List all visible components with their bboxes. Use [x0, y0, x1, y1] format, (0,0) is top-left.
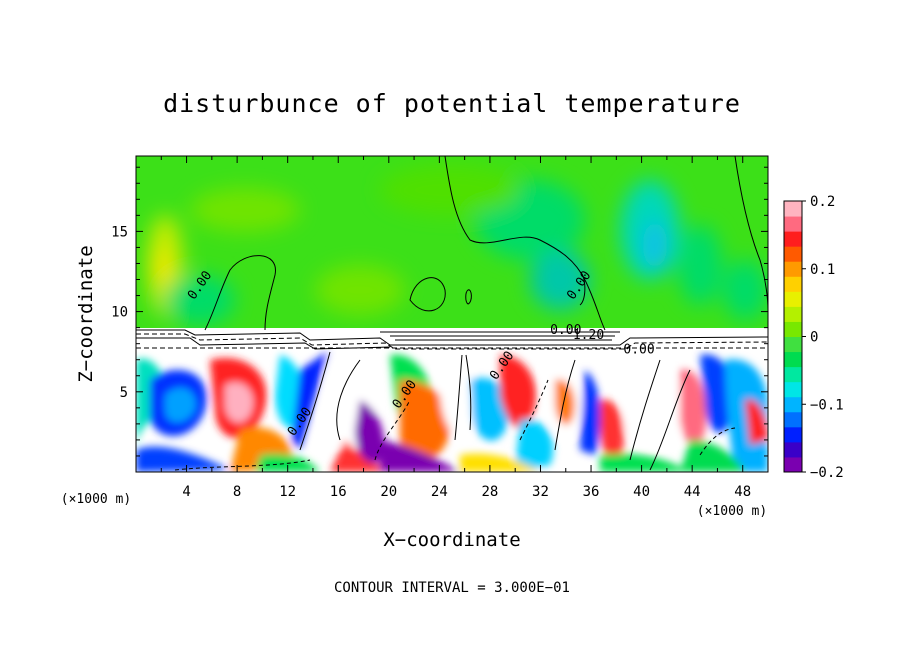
colorbar-swatch [784, 396, 802, 413]
colorbar-swatch [784, 411, 802, 428]
x-tick-label: 8 [233, 484, 241, 500]
colorbar-swatch [784, 201, 802, 217]
chart-title: disturbunce of potential temperature [163, 89, 741, 118]
colorbar-swatch [784, 426, 802, 443]
colorbar-swatch [784, 276, 802, 292]
plot-frame [135, 155, 769, 473]
colorbar: −0.2 −0.1 0 0.1 0.2 [783, 194, 844, 481]
colorbar-swatch [784, 366, 802, 383]
y-axis: 5 10 15 [111, 166, 768, 457]
y-tick-label: 5 [120, 385, 128, 401]
x-axis-title: X−coordinate [383, 529, 520, 551]
colorbar-swatch [784, 321, 802, 337]
colorbar-tick-label: 0.2 [810, 194, 835, 210]
colorbar-swatch [784, 291, 802, 307]
x-tick-label: 24 [431, 484, 448, 500]
y-tick-label: 15 [111, 224, 128, 240]
colorbar-tick-label: 0 [810, 330, 818, 346]
x-tick-label: 40 [633, 484, 650, 500]
colorbar-tick-label: 0.1 [810, 262, 835, 278]
colorbar-swatch [784, 336, 802, 353]
y-tick-label: 10 [111, 305, 128, 321]
x-tick-label: 4 [182, 484, 190, 500]
x-tick-label: 48 [734, 484, 751, 500]
colorbar-swatch [784, 351, 802, 368]
x-tick-label: 20 [380, 484, 397, 500]
colorbar-swatch [784, 216, 802, 232]
lower-layer-field [136, 350, 768, 472]
colorbar-tick-label: −0.2 [810, 465, 844, 481]
colorbar-swatch [784, 246, 802, 262]
x-tick-label: 44 [684, 484, 701, 500]
contour-label: 0.00 [623, 342, 654, 357]
colorbar-swatch [784, 441, 802, 458]
x-tick-label: 12 [279, 484, 296, 500]
x-tick-label: 32 [532, 484, 549, 500]
contour-label: 0.00 [550, 323, 581, 338]
x-unit-label: (×1000 m) [61, 492, 131, 507]
inversion-interface [136, 328, 768, 350]
y-axis-title: Z−coordinate [75, 245, 97, 382]
colorbar-swatch [784, 381, 802, 398]
x-axis: 4 8 12 16 20 24 28 32 36 40 44 48 [160, 156, 751, 500]
x-tick-label: 16 [330, 484, 347, 500]
contour-label: 1.20 [573, 328, 604, 343]
colorbar-swatch [784, 231, 802, 247]
plot-area: 0.00 0.000.001.200.00 0.000.000.00 [136, 156, 768, 472]
z-unit-label: (×1000 m) [697, 504, 767, 519]
colorbar-swatch [784, 261, 802, 277]
colorbar-swatch [784, 456, 802, 473]
colorbar-tick-label: −0.1 [810, 397, 844, 413]
x-tick-label: 28 [481, 484, 498, 500]
contour-interval-note: CONTOUR INTERVAL = 3.000E−01 [334, 580, 570, 596]
x-tick-label: 36 [583, 484, 600, 500]
colorbar-swatch [784, 306, 802, 322]
